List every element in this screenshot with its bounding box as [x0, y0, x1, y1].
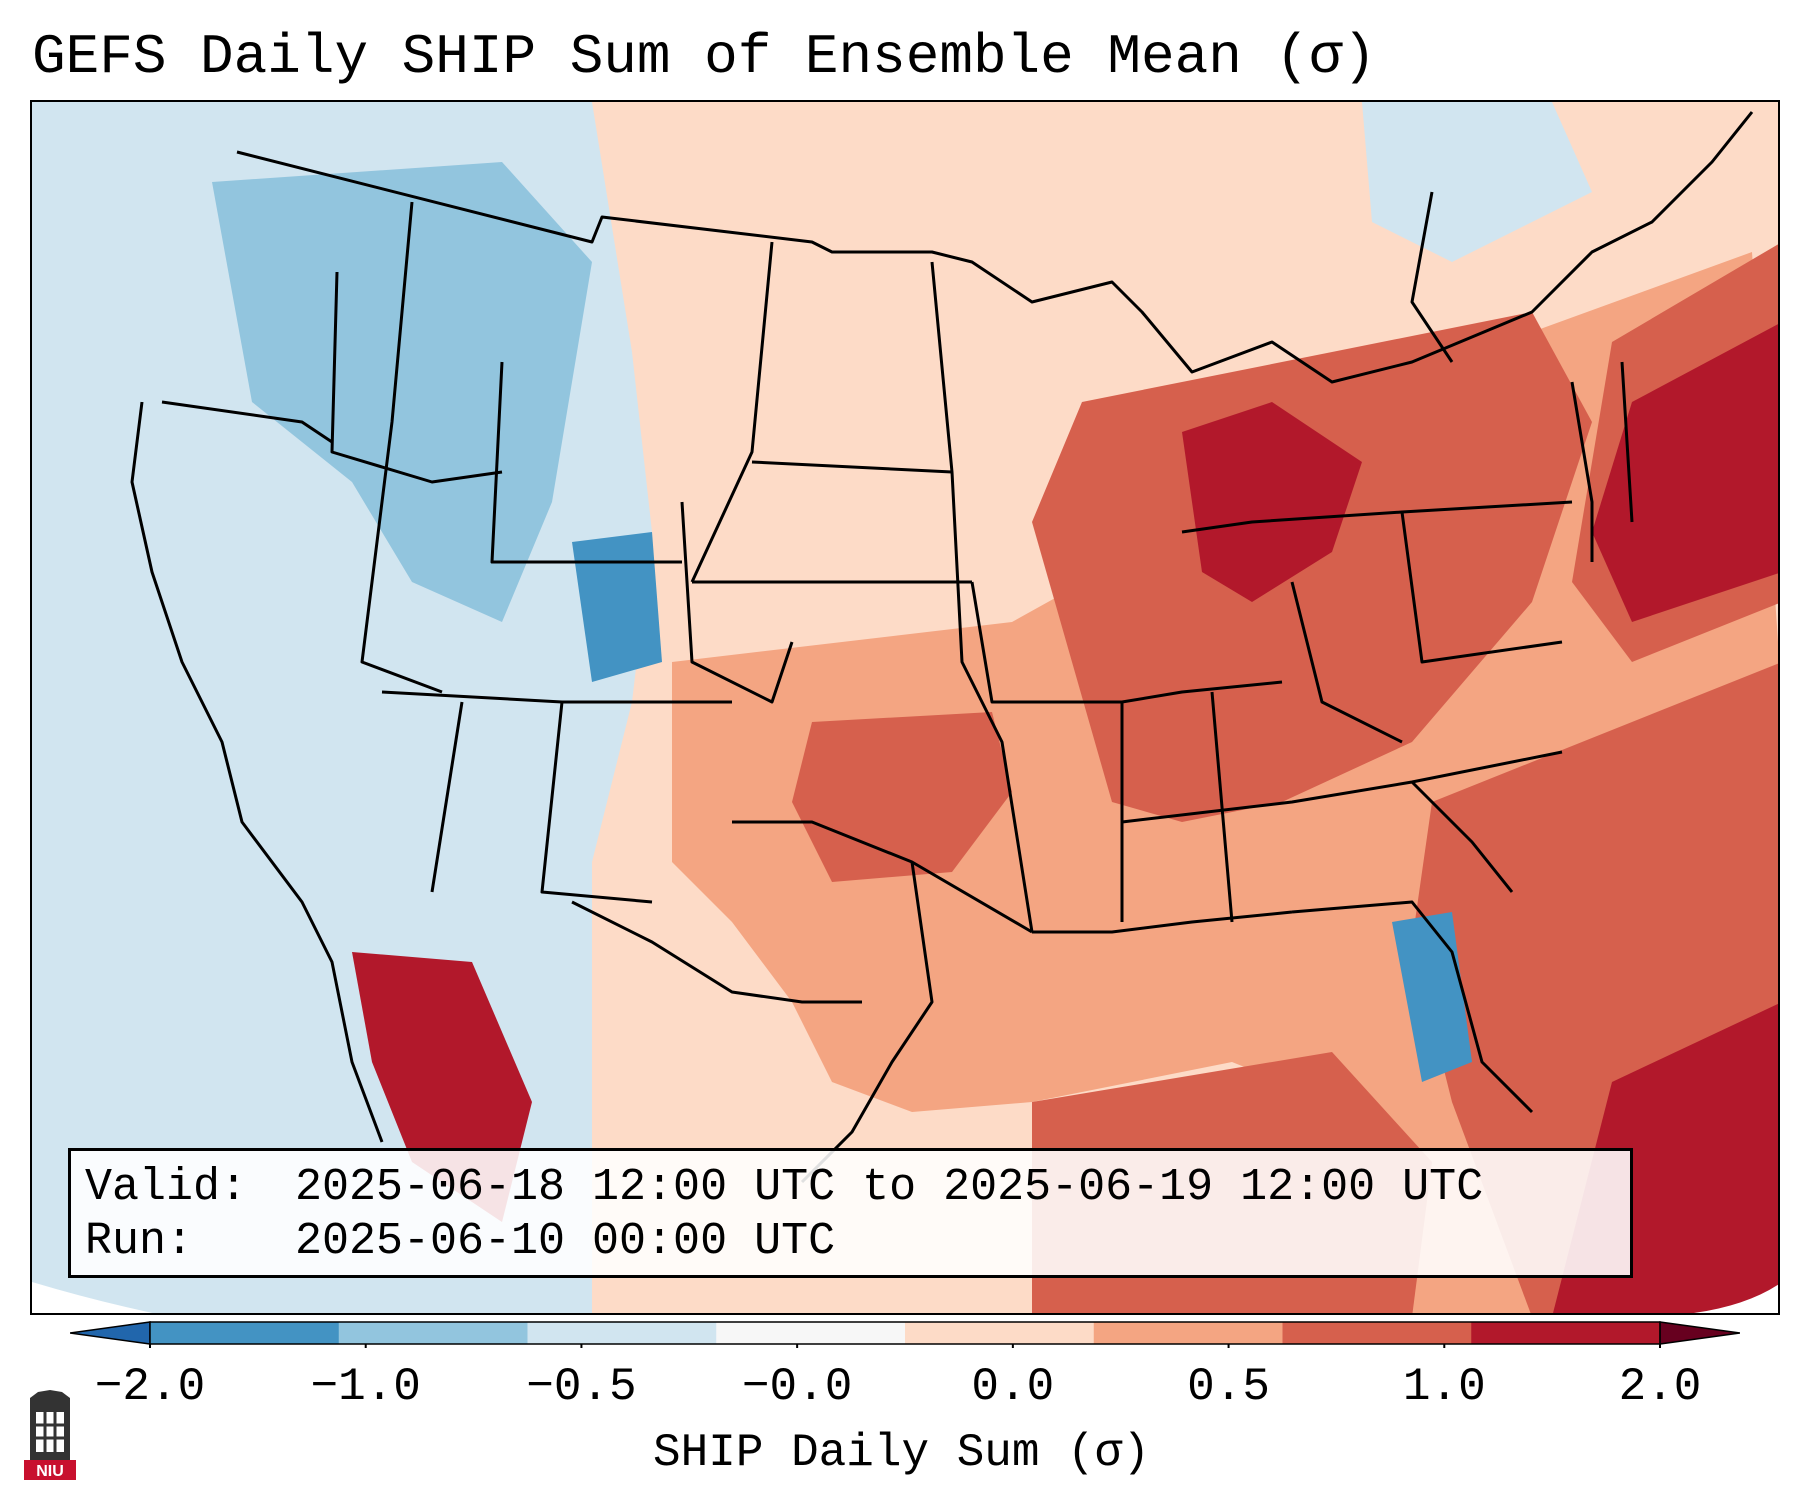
- map-canvas: [32, 102, 1778, 1313]
- colorbar-tick-label: 2.0: [1618, 1361, 1702, 1413]
- field-oklahoma: [792, 712, 1012, 882]
- colorbar-segment-7: [1471, 1322, 1661, 1344]
- valid-label: Valid:: [85, 1162, 248, 1213]
- colorbar-tick-label: −0.5: [526, 1361, 637, 1413]
- colorbar-segment-0: [150, 1322, 340, 1344]
- state-borders: [130, 111, 1754, 1184]
- colorbar-tick-label: −2.0: [94, 1361, 206, 1413]
- colorbar-tick-label: 0.5: [1187, 1361, 1270, 1413]
- colorbar-tick-label: −1.0: [310, 1361, 421, 1413]
- field-northeast-max: [1592, 324, 1778, 622]
- colorbar-segment-3: [716, 1322, 906, 1344]
- niu-logo: NIU: [24, 1390, 76, 1480]
- colorbar-over-arrow: [1659, 1321, 1740, 1345]
- colorbar-segment-1: [338, 1322, 528, 1344]
- forecast-map: [30, 100, 1780, 1315]
- valid-value: 2025-06-18 12:00 UTC to 2025-06-19 12:00…: [295, 1162, 1484, 1213]
- colorbar-tick-label: −0.0: [741, 1361, 853, 1413]
- field-ne-cool: [1362, 102, 1592, 262]
- colorbar-frame: [149, 1321, 1661, 1345]
- colorbar-segment-4: [905, 1322, 1095, 1344]
- colorbar-label: SHIP Daily Sum (σ): [653, 1427, 1150, 1479]
- colorbar-tick-label: 0.0: [971, 1361, 1055, 1413]
- valid-run-infobox: Valid: 2025-06-18 12:00 UTC to 2025-06-19…: [68, 1148, 1633, 1278]
- logo-text: NIU: [36, 1463, 64, 1480]
- logo-window-icon: [36, 1412, 64, 1452]
- map-title: GEFS Daily SHIP Sum of Ensemble Mean (σ): [32, 25, 1377, 89]
- logo-banner: [24, 1460, 76, 1480]
- colorbar-under-arrow: [70, 1321, 151, 1345]
- field-greatlakes: [1182, 402, 1362, 602]
- colorbar-tick-label: 1.0: [1402, 1361, 1486, 1413]
- field-colorado: [572, 532, 662, 682]
- projection-edge-right: [1693, 1284, 1778, 1313]
- projection-edge: [32, 1282, 153, 1313]
- colorbar-segment-2: [527, 1322, 717, 1344]
- run-value: 2025-06-10 00:00 UTC: [295, 1216, 836, 1267]
- run-label: Run:: [85, 1216, 194, 1267]
- colorbar-segment-5: [1093, 1322, 1283, 1344]
- colorbar: [70, 1321, 1740, 1348]
- field-northwest: [212, 162, 592, 622]
- colorbar-segment-6: [1282, 1322, 1472, 1344]
